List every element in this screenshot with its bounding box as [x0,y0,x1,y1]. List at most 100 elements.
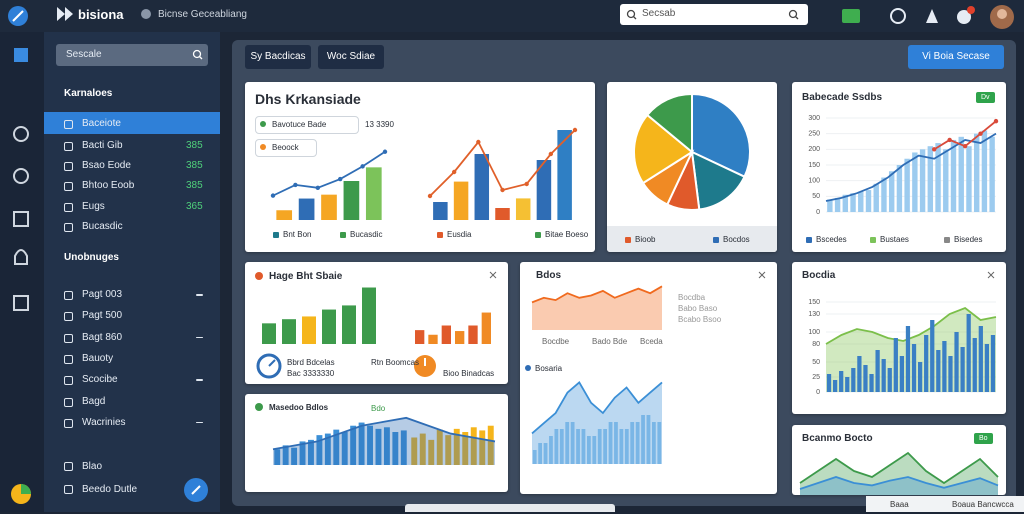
bar [321,194,337,220]
nav-item[interactable]: Bhtoo Eoob [82,180,135,191]
line [799,451,999,485]
line [531,381,663,435]
bar [565,422,570,464]
nav-item[interactable]: Pagt 003 [82,289,123,300]
nav-icon [64,376,73,386]
bar [375,428,382,465]
marker [548,151,554,157]
bar [474,154,490,220]
card-chart [270,127,578,220]
card: Bioob Bocdos [607,82,777,252]
toolbar-button[interactable]: Woc Sdiae [318,45,384,69]
nav-item[interactable]: Bauoty [82,352,114,364]
tag[interactable] [255,116,359,134]
bar [899,356,905,392]
search-button[interactable] [788,9,799,20]
nav-item[interactable]: Eugs [82,201,105,212]
bar [608,422,613,464]
brand-logo [57,7,73,21]
bar [869,374,874,392]
tag-label: Beoock [272,143,299,152]
nav-item[interactable]: Bagd [82,395,106,407]
bar [554,429,559,464]
bar [581,429,586,464]
nav-item[interactable]: Bacti Gib [82,140,123,151]
status-bar: Baaa Boaua Bancwcca [866,496,1024,512]
bar [827,199,833,212]
bar [282,319,296,344]
sidebar-search-placeholder: Sescale [66,49,102,60]
y-tick-label: 200 [808,146,820,153]
legend-swatch [625,237,631,243]
card: Masedoo Bdlos Bdo [245,394,508,492]
nav-item[interactable]: Scocibe [82,374,118,386]
toolbar-button[interactable]: Sy Bacdicas [245,45,311,69]
nav-item[interactable]: Bagt 860 [82,331,123,343]
marker [382,149,388,154]
nav-count: 385 [186,140,203,151]
marker [293,182,298,188]
breadcrumb[interactable]: Bicnse Geceabliang [158,9,247,20]
nav-item[interactable]: Baceiote [82,118,121,129]
nav-item[interactable]: Pagt 500 [82,310,123,322]
search-placeholder: Secsab [642,8,676,19]
bar [441,325,451,344]
nav-item[interactable]: Wacrinies [82,416,126,428]
nav-dash [196,294,203,296]
bar [943,149,949,212]
bar [826,374,832,392]
card-title: Dhs Krkansiade [255,91,361,107]
note: Bcabo Bsoo [678,315,722,324]
pie-slice [691,92,751,179]
top-actions[interactable] [840,5,1020,29]
marker [270,193,276,198]
bar [298,198,315,220]
marker [993,118,999,124]
bar [927,146,934,212]
bar [392,432,399,465]
y-tick-label: 150 [808,299,820,306]
card: Hage Bht Sbaie Bbrd Bdcelas Bac 3333330 … [245,262,508,384]
legend-label: Eusdia [447,230,472,239]
nav-item[interactable]: Bsao Eode [82,160,131,171]
scroll-handle[interactable] [405,504,615,512]
tag[interactable] [255,139,317,157]
card-title: Babecade Ssdbs [802,92,883,103]
bar [445,435,452,465]
bar [888,171,895,212]
line [531,285,663,304]
bar [362,287,376,344]
nav-item[interactable]: Beedo Dutle [82,484,138,495]
nav-item[interactable]: Bucasdic [82,221,123,232]
bar [282,445,289,465]
active-item[interactable] [44,112,220,134]
nav-icon [64,462,73,471]
app-icon[interactable] [6,4,30,28]
nav-item[interactable]: Blao [82,461,103,472]
sidebar-search[interactable]: Sescale [56,44,208,66]
marker [978,131,983,136]
y-tick-label: 100 [808,178,820,185]
bar [635,422,640,464]
marker [451,169,457,175]
nav-count: 385 [186,180,203,191]
line [825,132,997,202]
legend-label: Bisedes [954,235,983,244]
line [272,416,496,451]
bar [981,130,988,212]
card: 0 25 50 80 100 130 150 Bocdia [792,262,1006,414]
search-box[interactable]: Secsab [620,4,808,25]
bar [343,181,360,220]
primary-button[interactable]: Vi Boia Secase [908,45,1004,69]
bar [333,429,340,465]
bar [936,350,941,392]
bar [881,359,886,392]
nav-count: 385 [186,160,203,171]
stat-value: Bac 3333330 [287,369,335,378]
marker [524,181,529,187]
marker [931,147,937,152]
rail-icons[interactable] [8,44,36,514]
bar [919,149,926,212]
compose-button[interactable] [184,478,208,502]
y-tick-label: 25 [812,374,820,381]
